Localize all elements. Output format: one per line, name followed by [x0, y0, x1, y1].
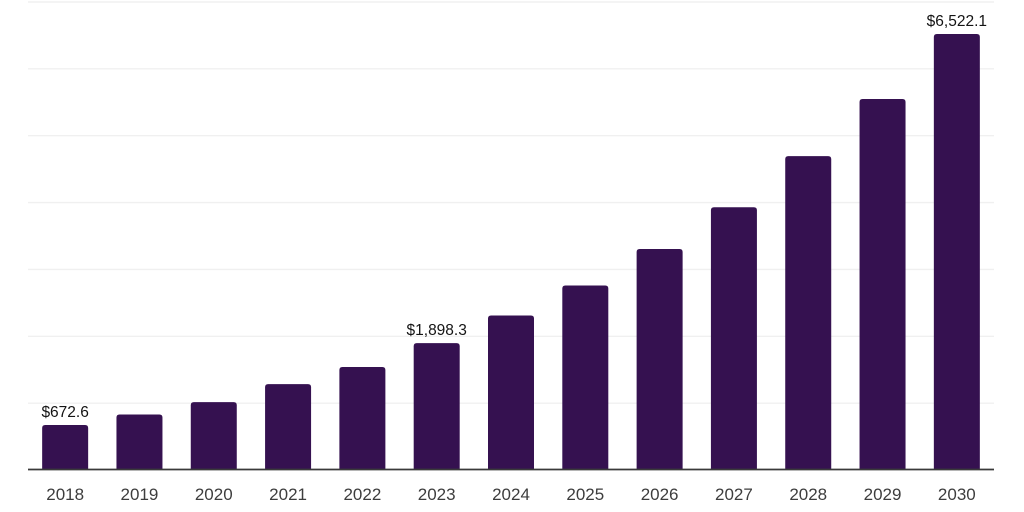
bar-2022 [339, 367, 386, 470]
x-tick-2028: 2028 [789, 485, 827, 504]
x-tick-2030: 2030 [938, 485, 976, 504]
x-tick-2024: 2024 [492, 485, 530, 504]
x-tick-2021: 2021 [269, 485, 307, 504]
bar-2019 [116, 414, 163, 470]
bar-2024 [488, 315, 534, 470]
bar-2020 [190, 402, 237, 470]
bar-2018 [42, 425, 89, 470]
bar-2030 [933, 33, 980, 471]
bar-2021 [265, 384, 312, 470]
x-tick-2018: 2018 [46, 485, 84, 504]
bar-2027 [710, 207, 757, 470]
x-tick-2020: 2020 [195, 485, 233, 504]
bar-2025 [562, 285, 609, 470]
x-tick-2029: 2029 [864, 485, 902, 504]
bar-2023 [413, 343, 460, 470]
bar-2028 [785, 156, 832, 470]
x-tick-2019: 2019 [121, 485, 159, 504]
x-tick-2026: 2026 [641, 485, 679, 504]
value-label-2030: $6,522.1 [927, 13, 987, 30]
value-label-2023: $1,898.3 [407, 322, 467, 339]
x-tick-2025: 2025 [566, 485, 604, 504]
bar-2026 [636, 249, 683, 470]
value-label-2018: $672.6 [41, 404, 88, 421]
x-tick-2027: 2027 [715, 485, 753, 504]
x-tick-2023: 2023 [418, 485, 456, 504]
bar-2029 [859, 98, 906, 470]
x-tick-2022: 2022 [343, 485, 381, 504]
